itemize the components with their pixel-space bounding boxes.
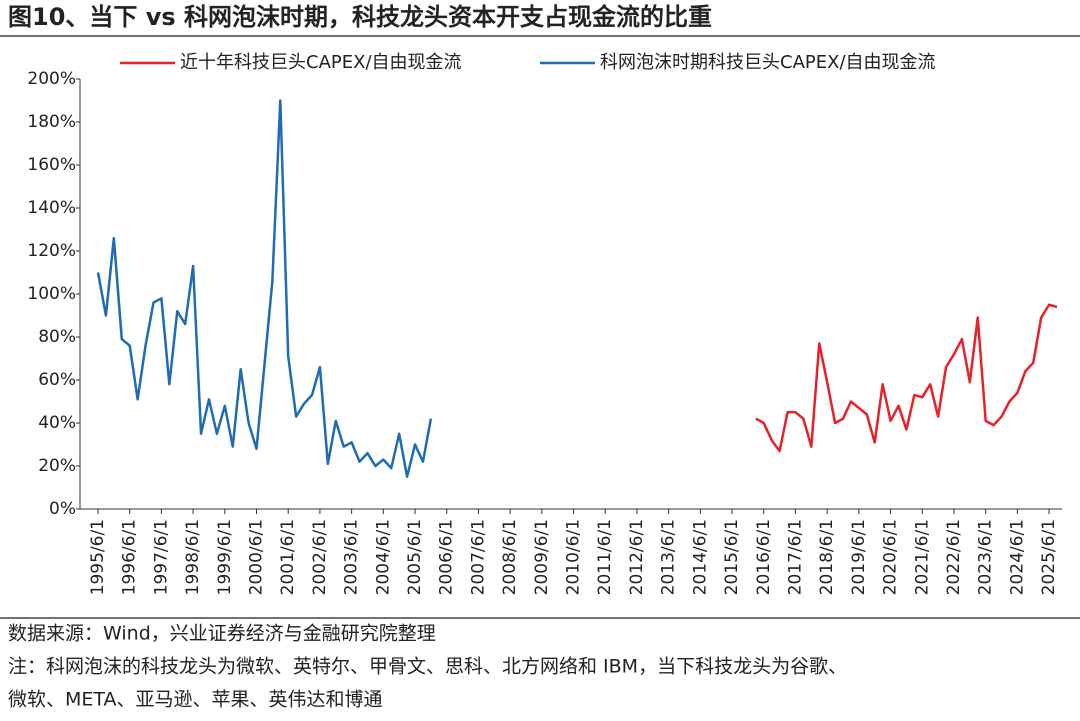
x-tick-label: 2020/6/1 [881,519,901,595]
legend-label: 科网泡沫时期科技巨头CAPEX/自由现金流 [600,52,936,73]
y-tick-label: 60% [38,370,76,390]
note-line: 注：科网泡沫的科技龙头为微软、英特尔、甲骨文、思科、北方网络和 IBM，当下科技… [8,656,847,678]
x-tick-label: 2021/6/1 [912,519,932,595]
x-tick-label: 2017/6/1 [785,519,805,595]
x-tick-label: 2006/6/1 [437,519,457,595]
x-tick-label: 1996/6/1 [120,519,140,595]
x-tick-label: 1997/6/1 [151,519,171,595]
x-tick-label: 2014/6/1 [690,519,710,595]
x-tick-label: 1999/6/1 [215,519,235,595]
x-tick-label: 2022/6/1 [944,519,964,595]
x-tick-label: 2001/6/1 [278,519,298,595]
legend-label: 近十年科技巨头CAPEX/自由现金流 [180,52,462,73]
x-tick-label: 2007/6/1 [468,519,488,595]
x-tick-label: 2008/6/1 [500,519,520,595]
y-tick-label: 80% [38,327,76,347]
x-tick-label: 2011/6/1 [595,519,615,595]
x-tick-label: 2015/6/1 [722,519,742,595]
series-line [755,303,1058,453]
note-line: 微软、META、亚马逊、苹果、英伟达和博通 [8,689,383,711]
y-tick-label: 0% [49,499,76,519]
x-tick-label: 2004/6/1 [373,519,393,595]
source-note: 数据来源：Wind，兴业证券经济与金融研究院整理 [8,623,436,645]
y-tick-label: 100% [27,284,76,304]
x-tick-label: 2010/6/1 [564,519,584,595]
y-tick-label: 160% [27,155,76,175]
x-tick-label: 2025/6/1 [1039,519,1059,595]
series-line [96,99,433,478]
x-tick-label: 2002/6/1 [310,519,330,595]
x-tick-label: 1995/6/1 [88,519,108,595]
x-tick-label: 2013/6/1 [659,519,679,595]
x-tick-label: 1998/6/1 [183,519,203,595]
y-tick-label: 200% [27,69,76,89]
y-tick-label: 120% [27,241,76,261]
x-tick-label: 2012/6/1 [627,519,647,595]
x-tick-label: 2023/6/1 [976,519,996,595]
y-tick-label: 180% [27,112,76,132]
x-tick-label: 2019/6/1 [849,519,869,595]
x-tick-label: 2024/6/1 [1007,519,1027,595]
x-tick-label: 2005/6/1 [405,519,425,595]
y-tick-label: 20% [38,456,76,476]
x-tick-label: 2000/6/1 [247,519,267,595]
x-tick-label: 2016/6/1 [754,519,774,595]
x-tick-label: 2003/6/1 [342,519,362,595]
x-tick-label: 2018/6/1 [817,519,837,595]
y-tick-label: 140% [27,198,76,218]
chart-title: 图10、当下 vs 科网泡沫时期，科技龙头资本开支占现金流的比重 [8,3,712,31]
x-tick-label: 2009/6/1 [532,519,552,595]
y-tick-label: 40% [38,413,76,433]
